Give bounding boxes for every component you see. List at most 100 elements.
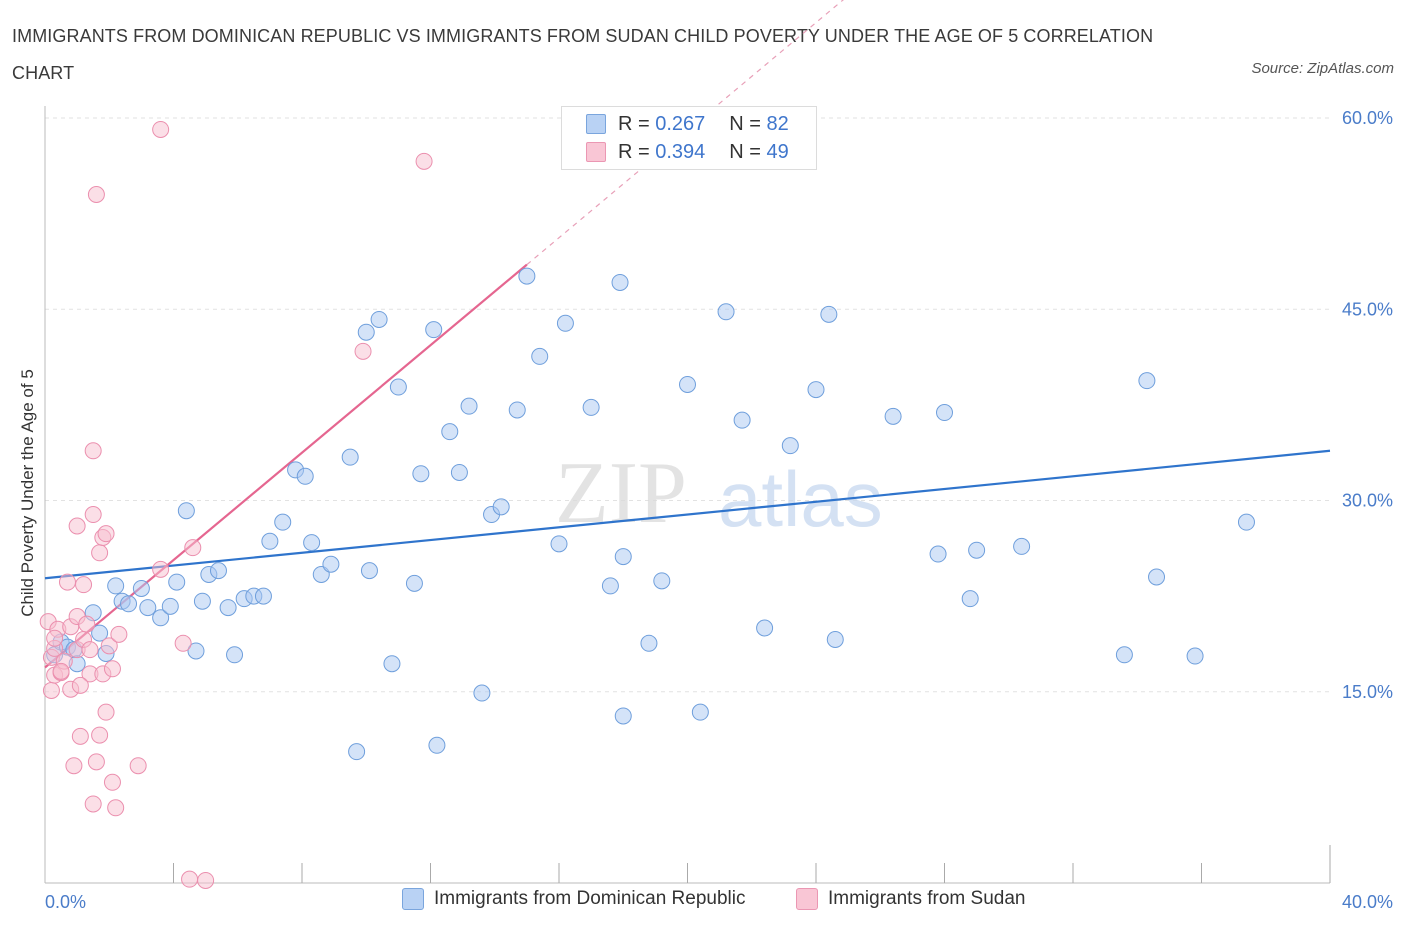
point-dominican bbox=[261, 532, 279, 550]
point-dominican bbox=[389, 378, 407, 396]
source-label: Source: ZipAtlas.com bbox=[1251, 60, 1394, 77]
point-dominican bbox=[412, 465, 430, 483]
point-dominican bbox=[107, 577, 125, 595]
point-dominican bbox=[1148, 568, 1166, 586]
legend-r-value: 0.394 bbox=[655, 140, 706, 163]
point-dominican bbox=[601, 577, 619, 595]
point-sudan bbox=[152, 120, 170, 138]
legend-item-sudan: Immigrants from Sudan bbox=[796, 888, 1025, 910]
point-sudan bbox=[84, 506, 102, 524]
legend-swatch-pink bbox=[586, 142, 606, 162]
point-sudan bbox=[71, 676, 89, 694]
point-dominican bbox=[518, 267, 536, 285]
point-sudan bbox=[84, 442, 102, 460]
point-dominican bbox=[492, 498, 510, 516]
point-dominican bbox=[781, 437, 799, 455]
point-dominican bbox=[161, 597, 179, 615]
legend-row-dominican: R = 0.267 N = 82 bbox=[586, 111, 789, 137]
point-dominican bbox=[193, 592, 211, 610]
y-tick-label: 60.0% bbox=[1342, 108, 1393, 128]
point-sudan bbox=[181, 870, 199, 888]
point-dominican bbox=[679, 375, 696, 393]
point-sudan bbox=[103, 660, 121, 678]
point-sudan bbox=[68, 517, 86, 535]
point-sudan bbox=[152, 560, 170, 578]
y-tick-label: 45.0% bbox=[1342, 299, 1393, 319]
point-dominican bbox=[691, 703, 709, 721]
point-dominican bbox=[582, 398, 600, 416]
point-dominican bbox=[968, 541, 986, 559]
legend-n-label: N = bbox=[729, 140, 761, 163]
point-sudan bbox=[174, 634, 192, 652]
point-dominican bbox=[929, 545, 947, 563]
point-dominican bbox=[531, 347, 549, 365]
y-axis-label: Child Poverty Under the Age of 5 bbox=[18, 369, 37, 617]
point-dominican bbox=[226, 646, 244, 664]
point-dominican bbox=[460, 397, 478, 415]
point-dominican bbox=[884, 407, 902, 425]
point-sudan bbox=[354, 342, 372, 360]
point-dominican bbox=[341, 448, 359, 466]
point-dominican bbox=[152, 609, 170, 627]
point-dominican bbox=[733, 411, 751, 429]
point-dominican bbox=[425, 321, 443, 339]
point-dominican bbox=[1115, 646, 1133, 664]
watermark-zip: ZIP bbox=[555, 445, 687, 542]
chart-title: IMMIGRANTS FROM DOMINICAN REPUBLIC VS IM… bbox=[12, 26, 1154, 83]
stats-legend: R = 0.267 N = 82 R = 0.394 N = 49 bbox=[561, 106, 817, 170]
watermark: ZIP atlas bbox=[555, 445, 883, 543]
legend-item-dominican: Immigrants from Dominican Republic bbox=[402, 888, 746, 910]
legend-n-label: N = bbox=[729, 112, 761, 135]
point-dominican bbox=[357, 323, 375, 341]
point-dominican bbox=[961, 590, 979, 608]
data-points bbox=[39, 120, 1255, 889]
point-dominican bbox=[508, 401, 526, 419]
x-tick-label: 0.0% bbox=[45, 892, 86, 912]
series-legend: Immigrants from Dominican Republic Immig… bbox=[0, 888, 1406, 916]
point-sudan bbox=[71, 727, 89, 745]
point-dominican bbox=[360, 562, 378, 580]
point-dominican bbox=[187, 642, 205, 660]
point-sudan bbox=[46, 629, 64, 647]
point-sudan bbox=[65, 757, 83, 775]
point-dominican bbox=[383, 655, 401, 673]
axes bbox=[44, 106, 1331, 884]
gridlines bbox=[45, 117, 1330, 693]
point-sudan bbox=[58, 573, 76, 591]
point-sudan bbox=[107, 799, 125, 817]
point-dominican bbox=[274, 513, 292, 531]
legend-swatch-blue bbox=[586, 114, 606, 134]
point-dominican bbox=[254, 587, 272, 605]
legend-r-value: 0.267 bbox=[655, 112, 706, 135]
point-dominican bbox=[132, 579, 150, 597]
point-sudan bbox=[184, 539, 202, 557]
point-dominican bbox=[614, 707, 632, 725]
tick-labels: 15.0% 30.0% 45.0% 60.0% 0.0% 40.0% bbox=[45, 108, 1393, 912]
point-dominican bbox=[450, 463, 468, 481]
point-sudan bbox=[415, 152, 433, 170]
point-sudan bbox=[103, 773, 121, 791]
x-tick-label: 40.0% bbox=[1342, 892, 1393, 912]
point-sudan bbox=[110, 625, 128, 643]
watermark-atlas: atlas bbox=[718, 455, 883, 543]
point-sudan bbox=[91, 726, 109, 744]
point-dominican bbox=[322, 555, 340, 573]
point-dominican bbox=[296, 467, 314, 485]
legend-series-name: Immigrants from Sudan bbox=[828, 888, 1026, 909]
point-dominican bbox=[1013, 537, 1031, 555]
point-dominican bbox=[91, 624, 109, 642]
y-tick-label: 15.0% bbox=[1342, 682, 1393, 702]
point-dominican bbox=[303, 534, 321, 552]
point-sudan bbox=[81, 641, 99, 659]
point-sudan bbox=[87, 186, 105, 203]
point-sudan bbox=[78, 615, 96, 633]
point-dominican bbox=[168, 573, 186, 591]
point-dominican bbox=[936, 404, 953, 422]
point-dominican bbox=[370, 310, 388, 328]
legend-swatch-blue bbox=[402, 888, 424, 910]
point-dominican bbox=[428, 736, 446, 754]
legend-r-label: R = bbox=[618, 140, 650, 163]
point-dominican bbox=[820, 305, 838, 323]
point-dominican bbox=[1186, 647, 1204, 665]
point-dominican bbox=[556, 314, 574, 332]
